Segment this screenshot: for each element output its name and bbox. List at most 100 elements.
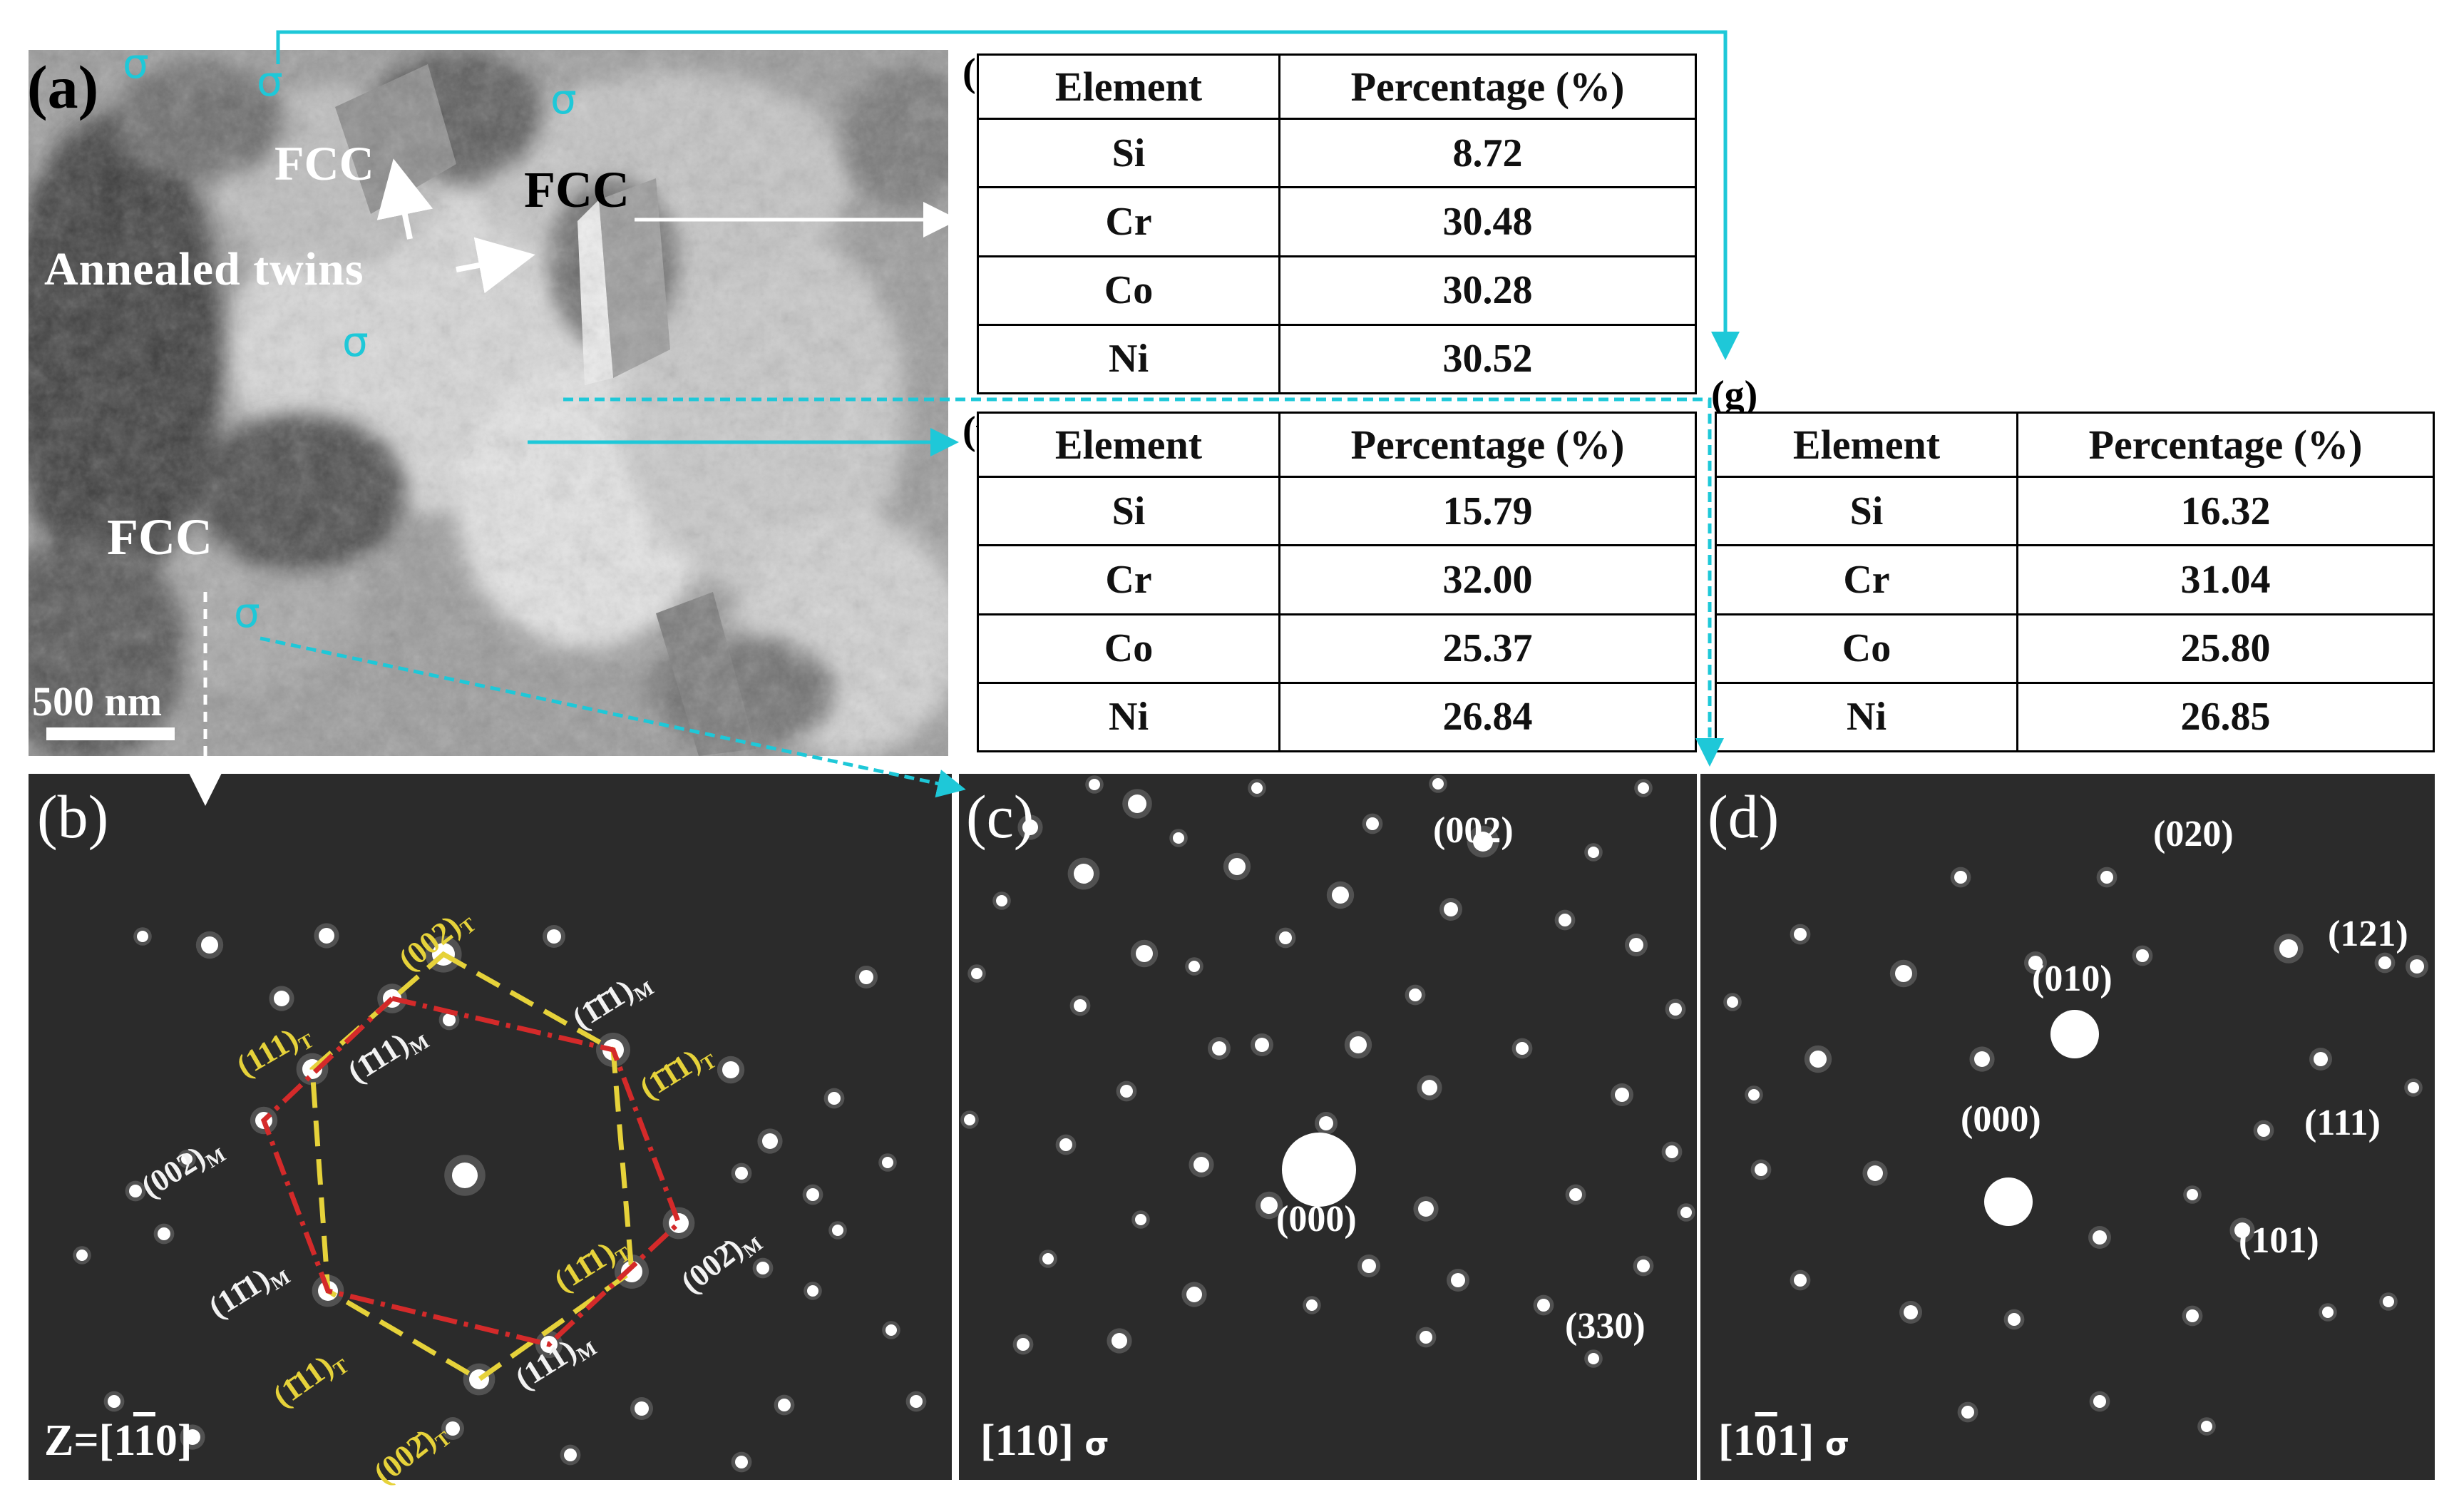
panel-d-label: (d)	[1708, 782, 1780, 851]
d-spot	[1867, 1165, 1883, 1181]
c-spot	[1135, 1214, 1146, 1225]
table-f-cell: 25.37	[1278, 613, 1697, 684]
sigma-label-5: σ	[234, 588, 260, 637]
d-spot	[2234, 1222, 2250, 1238]
d-spot	[2186, 1309, 2199, 1322]
table-f: Element Percentage (%) Si 15.79 Cr 32.00 C…	[977, 412, 1697, 753]
b-spot	[778, 1399, 791, 1411]
b-spot	[910, 1395, 923, 1408]
d-spot	[2279, 939, 2298, 958]
c-spot	[1319, 1116, 1333, 1130]
d-zone-axis-pre: [1	[1718, 1416, 1755, 1465]
c-spot	[1173, 832, 1184, 844]
table-f-cell: 15.79	[1278, 475, 1697, 547]
table-f-cell: Si	[977, 475, 1280, 547]
c-spot	[1418, 1201, 1434, 1217]
d-phase-symbol: σ	[1824, 1426, 1850, 1463]
c-spot	[1444, 902, 1458, 916]
c-spot	[1112, 1333, 1127, 1349]
table-g-cell: Co	[1715, 613, 2018, 684]
b-spot	[137, 931, 148, 942]
c-spot	[1059, 1138, 1072, 1151]
b-spot	[108, 1395, 120, 1408]
b-spot	[443, 1013, 456, 1026]
d-spot	[2093, 1230, 2107, 1245]
c-spot	[1409, 988, 1422, 1001]
table-e-header-element: Element	[977, 53, 1280, 120]
c-spot	[996, 895, 1007, 906]
d-spot	[1755, 1163, 1767, 1176]
d-spot	[2187, 1189, 2198, 1200]
c-spot	[1473, 832, 1493, 852]
b-spot	[319, 928, 334, 944]
c-zone-axis: [110] σ	[980, 1416, 1109, 1466]
c-spot	[1279, 931, 1292, 944]
c-spot	[1306, 1299, 1318, 1311]
c-spot	[1559, 914, 1571, 926]
d-spot	[2136, 949, 2149, 962]
b-spot	[185, 1429, 200, 1445]
panel-a-tem-image	[29, 50, 948, 756]
c-spot	[1186, 1287, 1202, 1302]
c-spot	[1194, 1157, 1209, 1172]
c-transmitted-spot	[1282, 1133, 1356, 1207]
c-spot	[1074, 864, 1094, 884]
table-g-header-percentage: Percentage (%)	[2016, 412, 2435, 478]
b-spot	[722, 1061, 739, 1078]
c-spot	[1665, 1145, 1678, 1158]
fcc-label-bottom: FCC	[107, 509, 212, 566]
panel-c-diffraction	[959, 774, 1697, 1480]
table-g-cell: 26.85	[2016, 681, 2435, 753]
b-spot	[762, 1133, 778, 1149]
c-spot	[1251, 782, 1263, 794]
panel-d-diffraction	[1700, 774, 2435, 1480]
c-spot	[1516, 1042, 1529, 1055]
c-spot	[1120, 1085, 1133, 1098]
d-spot	[2314, 1052, 2328, 1066]
fcc-label-right: FCC	[524, 161, 630, 218]
d-spot	[2100, 871, 2113, 884]
b-spot	[756, 1262, 769, 1274]
table-f-cell: 26.84	[1278, 681, 1697, 753]
c-spot	[1680, 1207, 1692, 1218]
d-spot	[1974, 1051, 1990, 1067]
diffraction-pattern-d	[1723, 867, 2428, 1436]
c-spot	[1420, 1331, 1432, 1344]
d-spot	[1961, 1406, 1974, 1419]
b-spot	[158, 1227, 170, 1240]
d-spot	[1727, 996, 1738, 1008]
c-spot	[1128, 795, 1146, 813]
b-spot	[807, 1285, 818, 1297]
zone-axis-end: 0]	[155, 1416, 192, 1465]
table-e-cell: 30.48	[1278, 186, 1697, 257]
table-g-cell: Si	[1715, 475, 2018, 547]
d-spot-label-111: (111)	[2304, 1103, 2381, 1143]
diffraction-spots-b	[73, 923, 927, 1473]
table-f-cell: Ni	[977, 681, 1280, 753]
table-g-cell: Cr	[1715, 544, 2018, 615]
d-transmitted-spot	[1984, 1177, 2033, 1226]
c-spot	[1669, 1003, 1682, 1016]
fcc-label-top: FCC	[274, 136, 374, 190]
d-spot	[2383, 1296, 2394, 1307]
diffraction-spots-d	[1723, 867, 2428, 1436]
c-spot	[1537, 1299, 1550, 1312]
d-spot	[2322, 1307, 2334, 1318]
d-spot	[1794, 928, 1807, 941]
b-spot	[181, 1153, 192, 1165]
c-spot	[1638, 782, 1649, 794]
c-spot	[1422, 1080, 1437, 1095]
c-spot	[1569, 1188, 1582, 1201]
c-spot	[1228, 858, 1246, 875]
zone-axis-bar-digit: 1	[133, 1416, 155, 1465]
d-spot	[1895, 965, 1912, 982]
diffraction-spots-c	[960, 775, 1695, 1368]
c-spot	[1089, 779, 1100, 790]
table-g: Element Percentage (%) Si 16.32 Cr 31.04 C…	[1715, 412, 2435, 753]
scale-bar-label: 500 nm	[32, 678, 163, 725]
c-spot	[1255, 1038, 1269, 1052]
d-zone-axis-post: 1]	[1777, 1416, 1814, 1465]
table-e: Element Percentage (%) Si 8.72 Cr 30.48 Co…	[977, 53, 1697, 395]
annealed-twins-label: Annealed twins	[44, 243, 364, 295]
c-spot	[1332, 887, 1349, 904]
